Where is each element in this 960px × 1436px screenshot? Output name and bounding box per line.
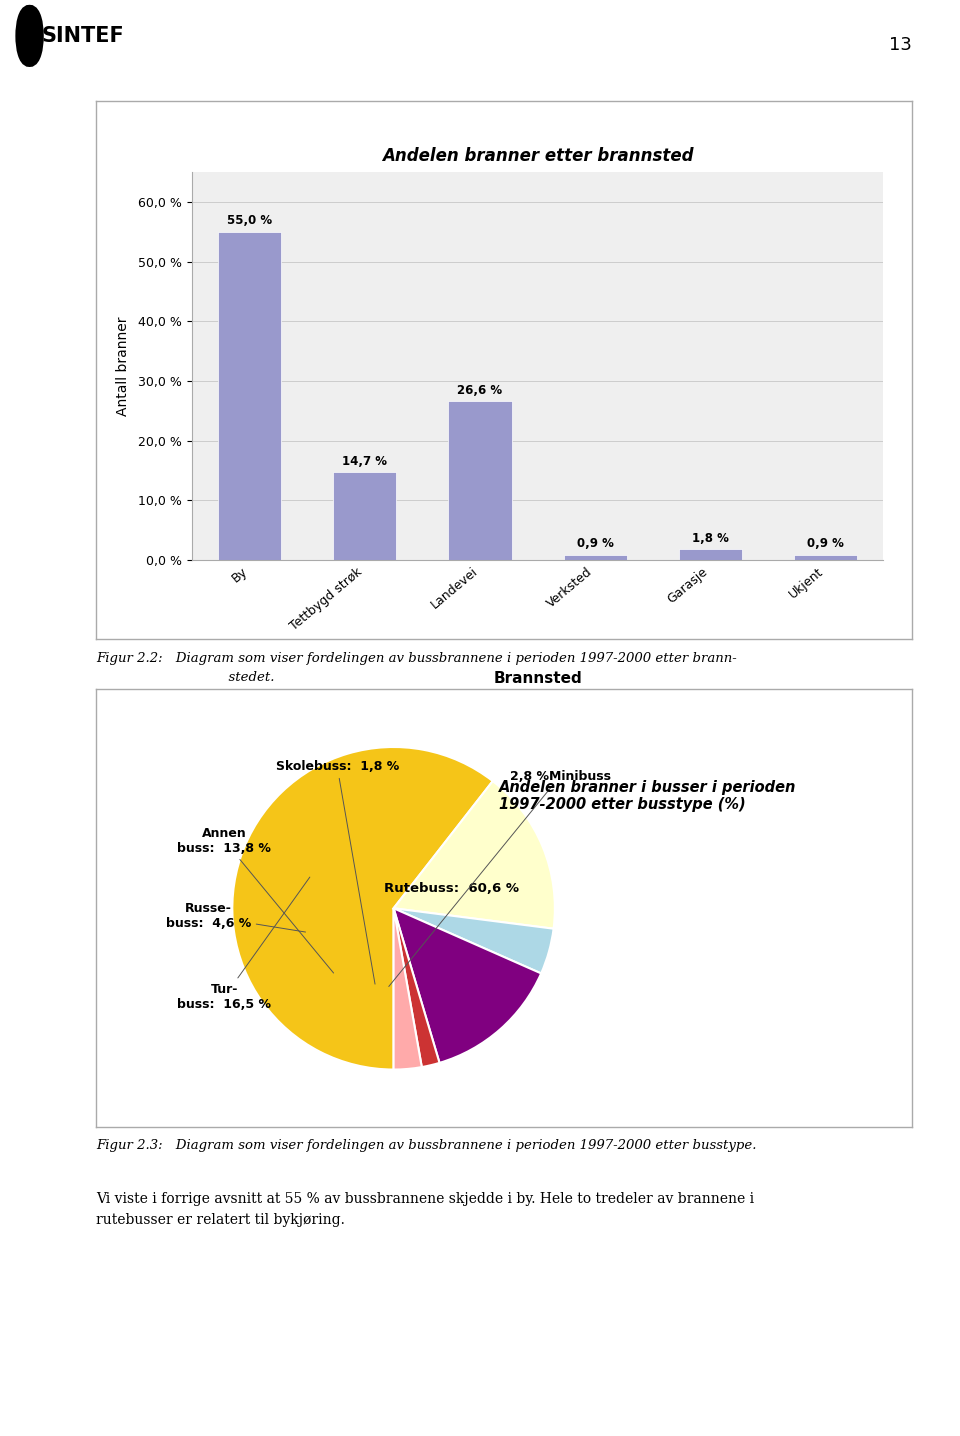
Bar <box>448 402 512 560</box>
Text: Andelen branner i busser i perioden
1997-2000 etter busstype (%): Andelen branner i busser i perioden 1997… <box>499 780 797 813</box>
Text: 13: 13 <box>889 36 912 55</box>
X-axis label: Brannsted: Brannsted <box>493 672 582 686</box>
Wedge shape <box>394 909 421 1070</box>
Text: Russe-
buss:  4,6 %: Russe- buss: 4,6 % <box>165 902 305 932</box>
Text: 2,8 %Minibuss: 2,8 %Minibuss <box>389 770 611 987</box>
Bar <box>794 554 857 560</box>
Text: 26,6 %: 26,6 % <box>457 383 503 396</box>
Text: 14,7 %: 14,7 % <box>343 455 387 468</box>
Circle shape <box>28 30 32 42</box>
Wedge shape <box>232 747 492 1070</box>
Wedge shape <box>394 909 440 1067</box>
Text: 1,8 %: 1,8 % <box>692 531 729 544</box>
Text: Figur 2.2: Diagram som viser fordelingen av bussbrannene i perioden 1997-2000 et: Figur 2.2: Diagram som viser fordelingen… <box>96 652 736 665</box>
Bar <box>564 554 627 560</box>
Bar <box>333 472 396 560</box>
Wedge shape <box>394 781 555 929</box>
Text: Rutebuss:  60,6 %: Rutebuss: 60,6 % <box>384 882 519 895</box>
Bar <box>218 233 281 560</box>
Text: Tur-
buss:  16,5 %: Tur- buss: 16,5 % <box>178 877 310 1011</box>
Text: rutebusser er relatert til bykjøring.: rutebusser er relatert til bykjøring. <box>96 1213 345 1228</box>
Text: Annen
buss:  13,8 %: Annen buss: 13,8 % <box>178 827 333 974</box>
Wedge shape <box>394 909 541 1063</box>
Text: Figur 2.3: Diagram som viser fordelingen av bussbrannene i perioden 1997-2000 et: Figur 2.3: Diagram som viser fordelingen… <box>96 1139 756 1152</box>
Y-axis label: Antall branner: Antall branner <box>116 316 130 416</box>
Text: 55,0 %: 55,0 % <box>227 214 273 227</box>
Text: Vi viste i forrige avsnitt at 55 % av bussbrannene skjedde i by. Hele to tredele: Vi viste i forrige avsnitt at 55 % av bu… <box>96 1192 755 1206</box>
Text: stedet.: stedet. <box>96 671 275 684</box>
Wedge shape <box>394 909 554 974</box>
Title: Andelen branner etter brannsted: Andelen branner etter brannsted <box>382 148 693 165</box>
Text: 0,9 %: 0,9 % <box>807 537 844 550</box>
Text: 0,9 %: 0,9 % <box>577 537 613 550</box>
Text: SINTEF: SINTEF <box>41 26 125 46</box>
Bar <box>679 550 742 560</box>
Text: Skolebuss:  1,8 %: Skolebuss: 1,8 % <box>276 760 398 984</box>
